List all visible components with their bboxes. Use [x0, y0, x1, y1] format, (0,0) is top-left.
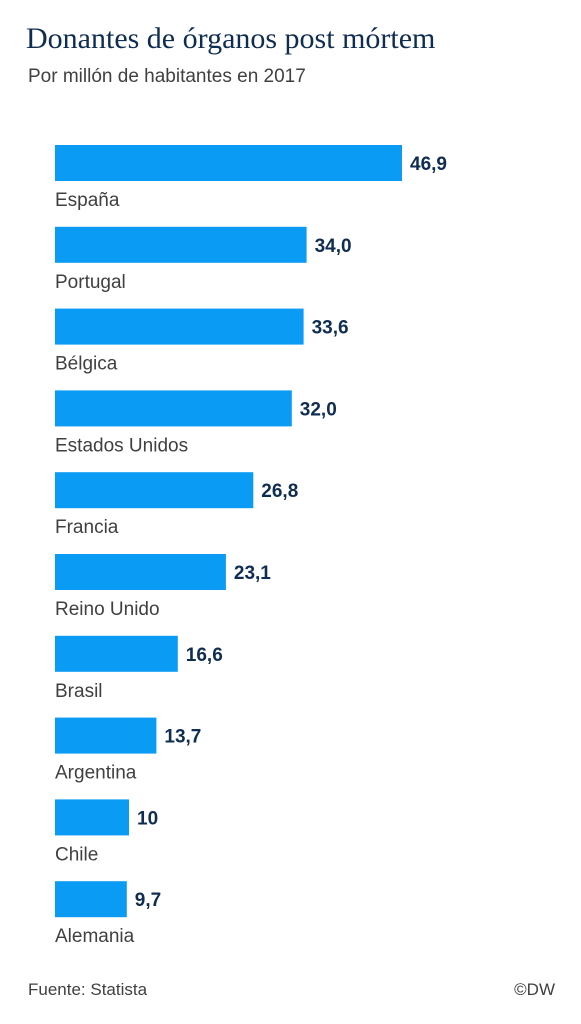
- source-note: Fuente: Statista: [28, 980, 148, 999]
- bar: [55, 308, 304, 345]
- bar: [55, 881, 127, 918]
- category-label: España: [55, 190, 120, 211]
- bar: [55, 390, 292, 427]
- category-label: Chile: [55, 844, 98, 865]
- chart-subtitle: Por millón de habitantes en 2017: [28, 66, 306, 87]
- bar-value-label: 46,9: [410, 154, 447, 175]
- bar: [55, 635, 178, 672]
- category-label: Brasil: [55, 681, 103, 702]
- bar-chart: 46,9 España 34,0 Portugal 33,6 Bélgica 32,0 Est…: [55, 145, 447, 947]
- bar-value-label: 34,0: [315, 236, 352, 257]
- category-label: Alemania: [55, 926, 135, 947]
- bar-value-label: 13,7: [164, 727, 201, 748]
- category-label: Bélgica: [55, 354, 118, 375]
- bar-value-label: 33,6: [312, 318, 349, 339]
- bar-value-label: 23,1: [234, 563, 271, 584]
- bar: [55, 472, 254, 509]
- category-label: Estados Unidos: [55, 435, 188, 456]
- chart-title: Donantes de órganos post mórtem: [26, 22, 436, 55]
- category-label: Reino Unido: [55, 599, 160, 620]
- bar: [55, 717, 157, 754]
- category-label: Francia: [55, 517, 119, 538]
- bar-value-label: 9,7: [135, 890, 161, 911]
- category-label: Portugal: [55, 272, 126, 293]
- bar: [55, 554, 226, 590]
- bar: [55, 145, 402, 181]
- bar: [55, 799, 129, 836]
- bar-value-label: 16,6: [186, 645, 223, 666]
- brand-credit: ©DW: [514, 980, 555, 999]
- bar-value-label: 26,8: [261, 481, 298, 502]
- bar-value-label: 32,0: [300, 399, 337, 420]
- bar: [55, 226, 307, 263]
- category-label: Argentina: [55, 763, 137, 784]
- bar-value-label: 10: [137, 808, 158, 829]
